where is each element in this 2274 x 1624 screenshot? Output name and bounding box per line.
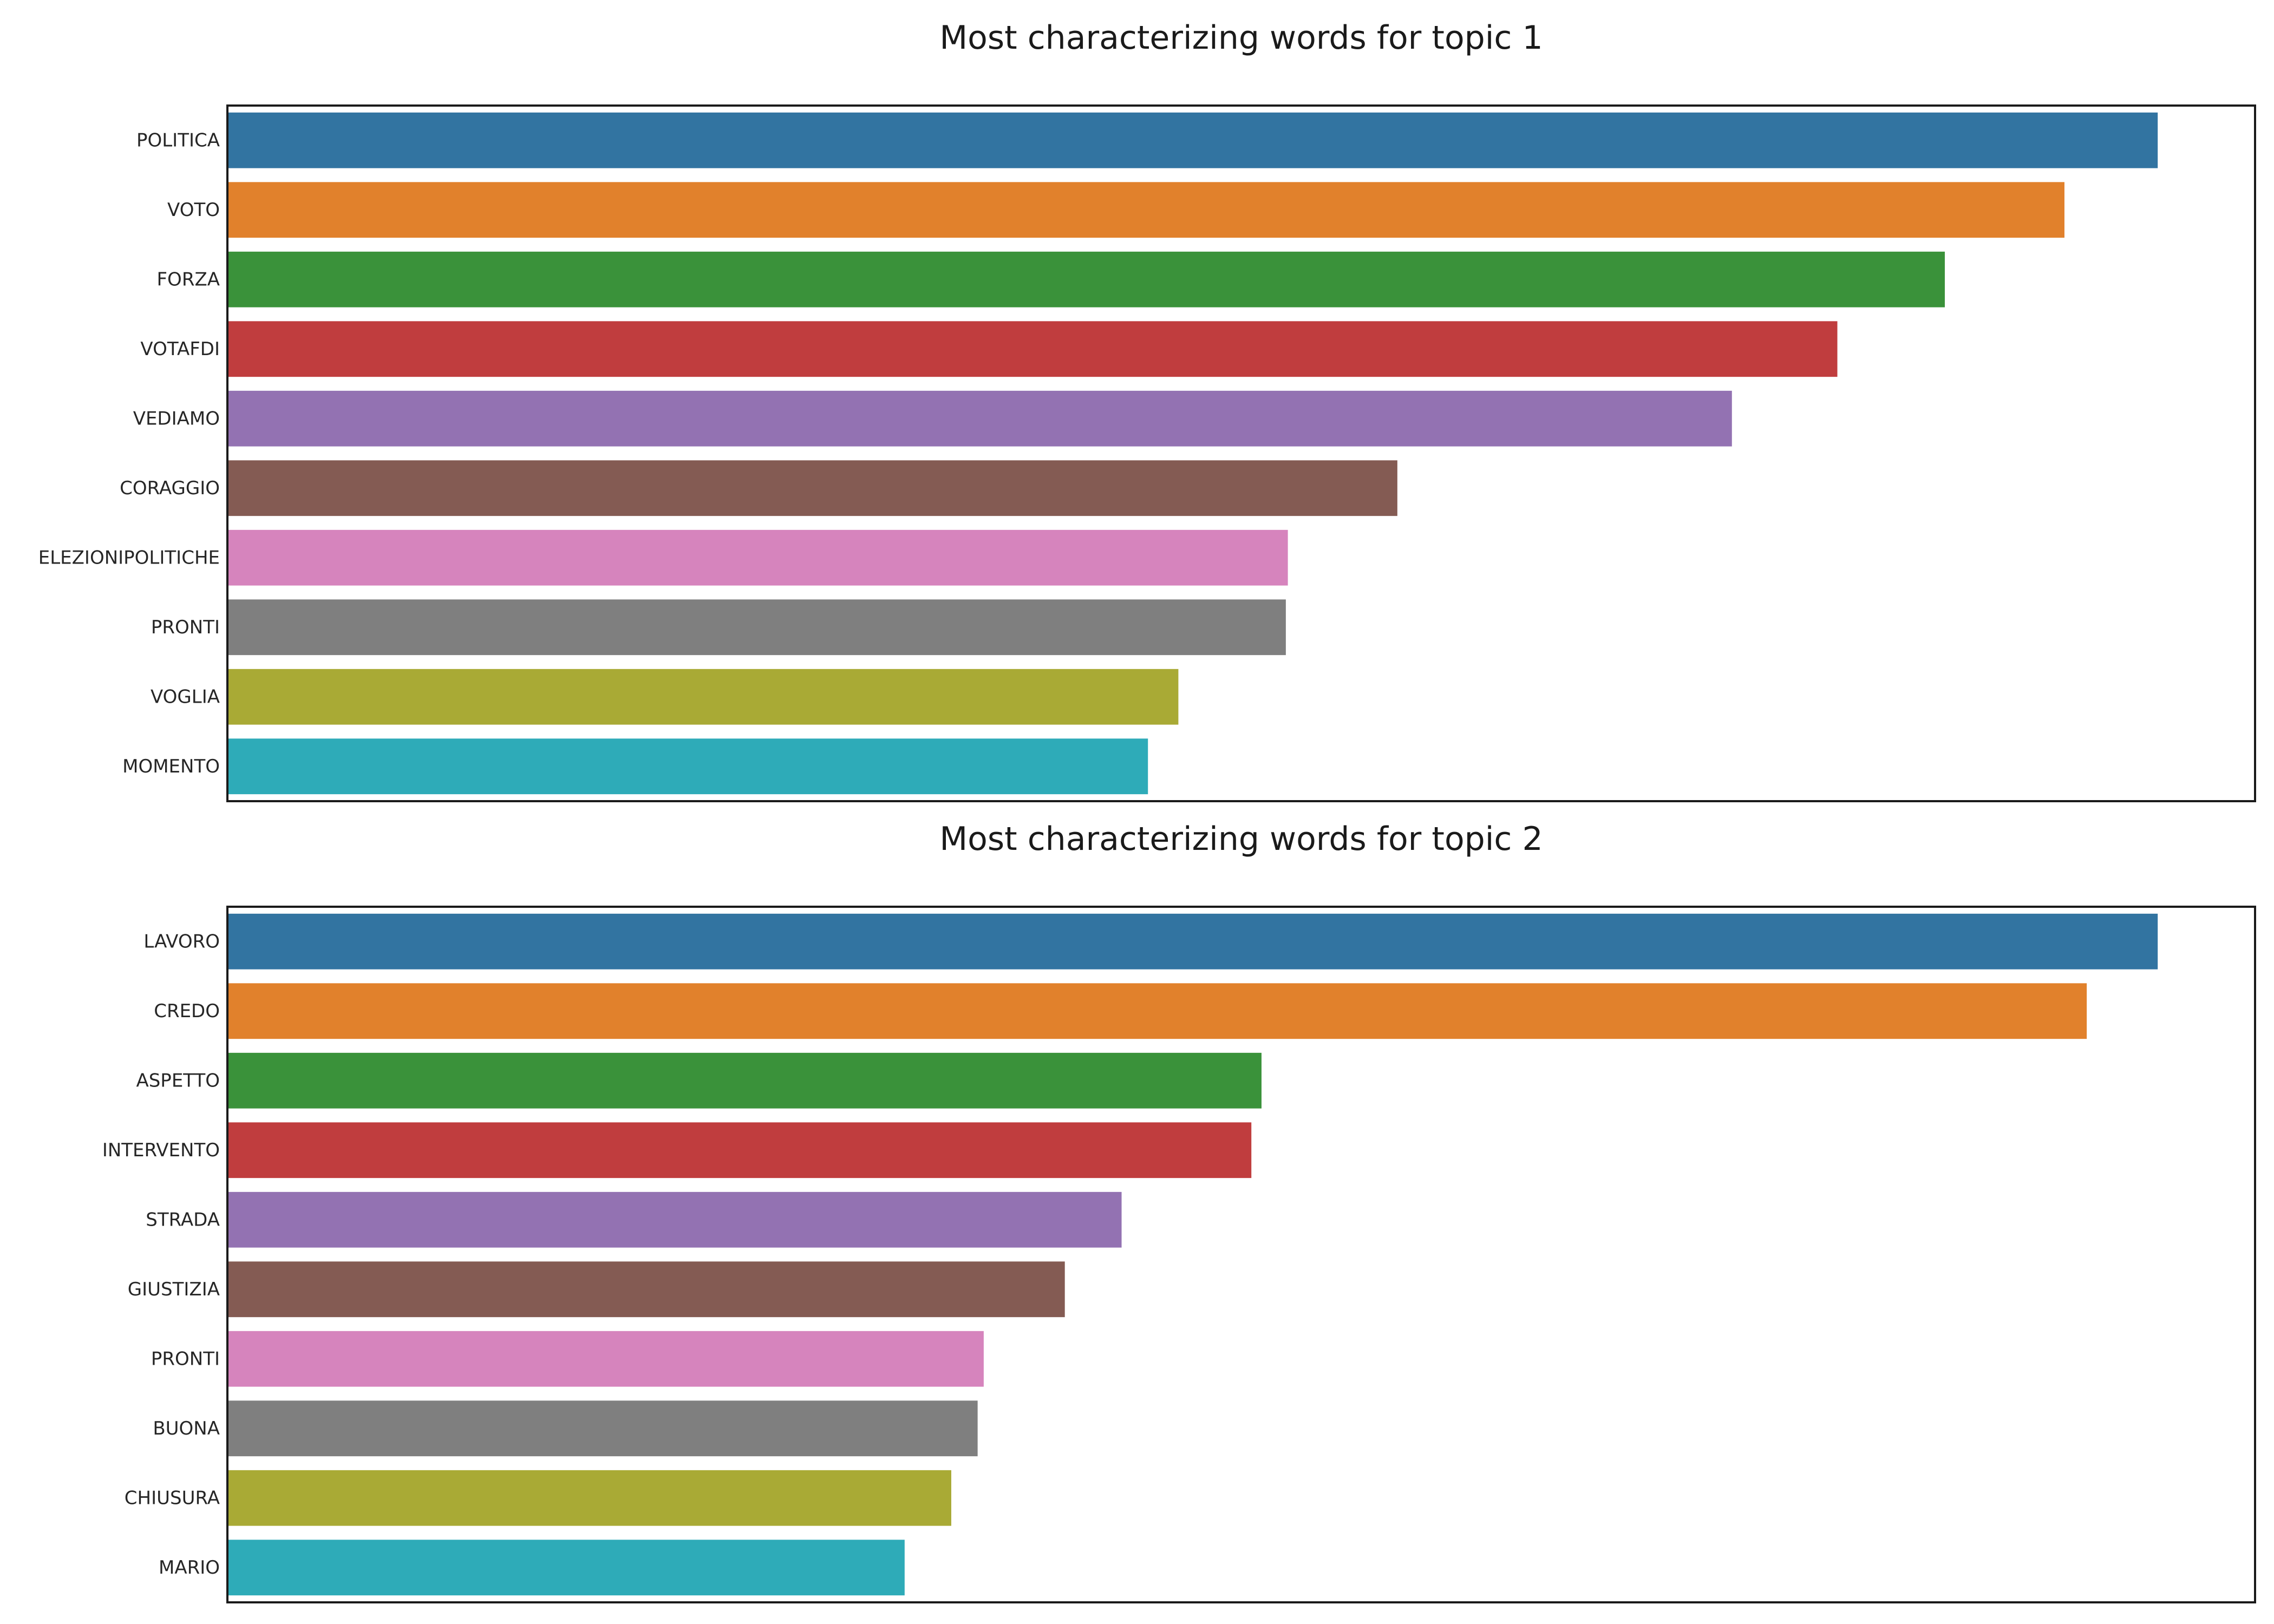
y-tick-label: CORAGGIO [120,477,220,499]
y-tick-label: PRONTI [151,617,220,638]
y-tick-label: CREDO [154,1000,220,1022]
y-tick-label: LAVORO [143,931,220,952]
y-tick-label: ASPETTO [136,1070,220,1091]
bar-coraggio [228,460,1397,516]
y-tick-label: MOMENTO [122,756,220,777]
y-tick-label: ELEZIONIPOLITICHE [38,547,220,568]
bar-strada [228,1191,1122,1248]
plot-frame-topic-2 [226,906,2256,1603]
bar-lavoro [228,913,2158,970]
bar-aspetto [228,1052,1262,1109]
bar-pronti [228,1331,984,1387]
bar-forza [228,251,1945,307]
topic-1-chart: Most characterizing words for topic 1 PO… [38,19,2256,802]
y-tick-label: GIUSTIZIA [128,1279,220,1300]
bar-politica [228,112,2158,168]
bar-chiusura [228,1470,951,1526]
y-tick-label: FORZA [157,269,220,290]
chart-title-topic-2: Most characterizing words for topic 2 [939,820,1543,858]
y-tick-label: VOTO [167,199,220,221]
y-tick-label: INTERVENTO [102,1140,220,1161]
bars-topic-1 [228,112,2158,795]
topic-2-chart: Most characterizing words for topic 2 LA… [102,820,2256,1603]
bar-giustizia [228,1261,1065,1318]
bar-pronti [228,599,1286,656]
y-tick-label: VEDIAMO [133,408,220,429]
bar-vediamo [228,390,1732,447]
y-tick-label: CHIUSURA [125,1487,220,1509]
y-tick-label: STRADA [146,1209,220,1230]
bars-topic-2 [228,913,2158,1596]
y-tick-label: PRONTI [151,1348,220,1370]
y-tick-label: BUONA [153,1418,220,1439]
bar-elezionipolitiche [228,529,1288,586]
y-tick-label: VOTAFDI [140,338,220,360]
bar-voglia [228,669,1179,725]
y-tick-labels-topic-2: LAVORO CREDO ASPETTO INTERVENTO STRADA GIUSTI… [102,931,220,1579]
bar-votafdi [228,321,1838,377]
y-tick-label: MARIO [159,1557,220,1579]
y-tick-label: POLITICA [136,129,220,151]
bar-momento [228,738,1148,795]
bar-mario [228,1540,905,1596]
y-tick-label: VOGLIA [151,686,220,708]
plot-frame-topic-1 [226,104,2256,802]
bar-buona [228,1400,978,1457]
bar-voto [228,182,2064,238]
bar-intervento [228,1122,1252,1178]
bar-credo [228,983,2087,1039]
y-tick-labels-topic-1: POLITICA VOTO FORZA VOTAFDI VEDIAMO CORAGGIO E… [38,129,220,777]
chart-title-topic-1: Most characterizing words for topic 1 [939,19,1543,57]
